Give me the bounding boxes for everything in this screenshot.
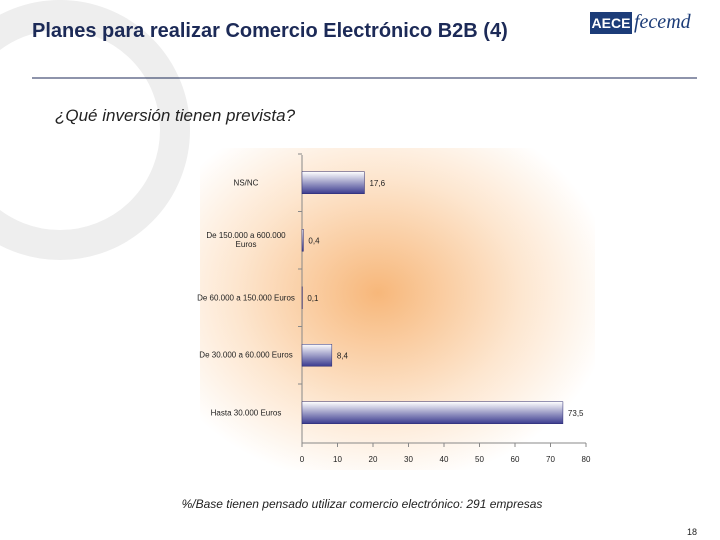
- category-label: Hasta 30.000 Euros: [210, 408, 282, 418]
- x-tick-label: 40: [440, 455, 449, 464]
- value-label: 8,4: [337, 351, 349, 360]
- x-tick-label: 0: [300, 455, 305, 464]
- bg-swirl: [0, 0, 190, 260]
- value-label: 73,5: [568, 409, 584, 418]
- bar: [301, 229, 304, 252]
- bar: [301, 344, 333, 367]
- logo-right: fecemd: [634, 11, 692, 33]
- x-tick-label: 20: [369, 455, 378, 464]
- category-label: NS/NC: [233, 178, 259, 188]
- value-label: 17,6: [369, 179, 385, 188]
- x-tick-label: 50: [475, 455, 484, 464]
- x-tick-label: 10: [333, 455, 342, 464]
- title: Planes para realizar Comercio Electrónic…: [32, 20, 508, 42]
- x-tick-label: 70: [546, 455, 555, 464]
- category-label: De 150.000 a 600.000 Euros: [206, 231, 286, 250]
- category-label: De 30.000 a 60.000 Euros: [199, 350, 293, 360]
- page-number: 18: [687, 527, 697, 537]
- bar: [301, 171, 365, 194]
- logo-box: [590, 12, 632, 34]
- x-tick-label: 80: [582, 455, 591, 464]
- value-label: 0,4: [308, 236, 320, 245]
- x-tick-label: 60: [511, 455, 520, 464]
- x-tick-label: 30: [404, 455, 413, 464]
- category-label: De 60.000 a 150.000 Euros: [197, 293, 295, 303]
- value-label: 0,1: [307, 294, 319, 303]
- note: %/Base tienen pensado utilizar comercio …: [182, 497, 543, 511]
- bar: [301, 401, 564, 424]
- subtitle: ¿Qué inversión tienen prevista?: [55, 106, 296, 125]
- logo-left: AECE: [592, 15, 631, 31]
